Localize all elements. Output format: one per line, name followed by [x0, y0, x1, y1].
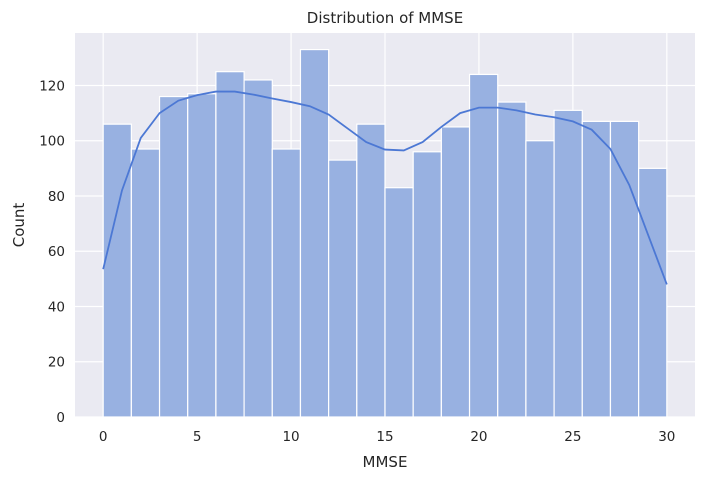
- y-tick-label: 20: [48, 355, 65, 371]
- histogram-bar: [468, 73, 499, 418]
- kde-curve: [102, 90, 668, 285]
- histogram-bar: [187, 93, 217, 418]
- y-tick-label: 100: [39, 134, 65, 150]
- y-axis-label: Count: [10, 203, 28, 248]
- x-tick-label: 15: [376, 429, 393, 445]
- chart-title: Distribution of MMSE: [307, 9, 463, 27]
- x-tick-label: 0: [99, 429, 108, 445]
- histogram-bar: [271, 148, 302, 418]
- histogram-bar: [328, 159, 358, 418]
- histogram-bar: [384, 187, 414, 418]
- x-axis-label: MMSE: [363, 453, 408, 471]
- x-tick-label: 20: [470, 429, 487, 445]
- histogram-bar: [553, 109, 583, 418]
- histogram-bar: [243, 79, 273, 418]
- histogram-bar: [215, 71, 245, 418]
- histogram-bar: [497, 101, 527, 418]
- histogram-bar: [102, 123, 132, 418]
- histogram-bar: [299, 48, 330, 418]
- x-tick-labels: 0 5 10 15 20 25 30: [99, 429, 676, 445]
- y-tick-label: 120: [39, 78, 65, 94]
- histogram-bar: [638, 167, 668, 418]
- histogram-bar: [440, 126, 471, 418]
- y-tick-label: 40: [48, 299, 65, 315]
- x-tick-label: 30: [658, 429, 675, 445]
- histogram-bar: [158, 95, 189, 418]
- x-tick-label: 25: [564, 429, 581, 445]
- y-tick-label: 80: [48, 189, 65, 205]
- histogram-bar: [609, 120, 640, 418]
- histogram-bar: [412, 151, 442, 418]
- y-tick-labels: 0 20 40 60 80 100 120: [39, 78, 65, 426]
- y-tick-label: 0: [56, 410, 65, 426]
- histogram-bar: [356, 123, 386, 418]
- histogram-bar: [581, 120, 612, 418]
- y-tick-label: 60: [48, 244, 65, 260]
- histogram-bar: [525, 140, 555, 418]
- histogram-bar: [130, 148, 161, 418]
- x-tick-label: 5: [193, 429, 202, 445]
- histogram-bars: [102, 48, 668, 418]
- x-tick-label: 10: [282, 429, 299, 445]
